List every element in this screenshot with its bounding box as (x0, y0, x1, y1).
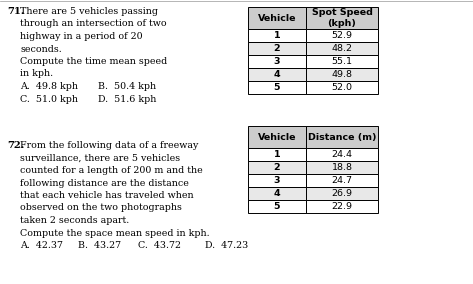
Text: B.  50.4 kph: B. 50.4 kph (98, 82, 156, 91)
Bar (306, 7, 378, 29)
Text: Vehicle: Vehicle (258, 14, 296, 22)
Text: 72.: 72. (7, 141, 24, 150)
Bar (248, 187, 306, 200)
Bar (248, 42, 306, 55)
Text: 4: 4 (274, 70, 280, 79)
Text: 49.8: 49.8 (332, 70, 352, 79)
Bar (306, 174, 378, 187)
Text: Compute the space mean speed in kph.: Compute the space mean speed in kph. (20, 229, 210, 237)
Text: 2: 2 (274, 163, 280, 172)
Bar (306, 68, 378, 81)
Text: There are 5 vehicles passing: There are 5 vehicles passing (20, 7, 158, 16)
Text: 1: 1 (274, 31, 280, 40)
Text: 18.8: 18.8 (332, 163, 352, 172)
Text: Distance (m): Distance (m) (308, 133, 376, 141)
Text: following distance are the distance: following distance are the distance (20, 179, 189, 187)
Text: 5: 5 (274, 83, 280, 92)
Bar (248, 68, 306, 81)
Bar (248, 174, 306, 187)
Text: 71.: 71. (7, 7, 25, 16)
Text: 3: 3 (274, 176, 280, 185)
Text: 55.1: 55.1 (332, 57, 352, 66)
Text: A.  49.8 kph: A. 49.8 kph (20, 82, 78, 91)
Text: A.  42.37: A. 42.37 (20, 241, 63, 250)
Text: seconds.: seconds. (20, 45, 62, 53)
Text: Spot Speed
(kph): Spot Speed (kph) (312, 8, 372, 28)
Text: 24.4: 24.4 (332, 150, 352, 159)
Text: 22.9: 22.9 (332, 202, 352, 211)
Text: observed on the two photographs: observed on the two photographs (20, 204, 182, 212)
Text: 52.9: 52.9 (332, 31, 352, 40)
Bar (306, 55, 378, 68)
Bar (306, 42, 378, 55)
Text: highway in a period of 20: highway in a period of 20 (20, 32, 143, 41)
Bar (306, 126, 378, 148)
Text: B.  43.27: B. 43.27 (78, 241, 121, 250)
Text: From the following data of a freeway: From the following data of a freeway (20, 141, 198, 150)
Bar (248, 161, 306, 174)
Bar (306, 81, 378, 94)
Bar (248, 29, 306, 42)
Text: 26.9: 26.9 (332, 189, 352, 198)
Text: 1: 1 (274, 150, 280, 159)
Text: 5: 5 (274, 202, 280, 211)
Text: D.  47.23: D. 47.23 (205, 241, 248, 250)
Text: D.  51.6 kph: D. 51.6 kph (98, 95, 157, 103)
Text: 3: 3 (274, 57, 280, 66)
Bar (306, 161, 378, 174)
Text: taken 2 seconds apart.: taken 2 seconds apart. (20, 216, 129, 225)
Bar (306, 200, 378, 213)
Text: C.  51.0 kph: C. 51.0 kph (20, 95, 78, 103)
Bar (248, 7, 306, 29)
Text: 24.7: 24.7 (332, 176, 352, 185)
Text: 2: 2 (274, 44, 280, 53)
Text: 48.2: 48.2 (332, 44, 352, 53)
Text: through an intersection of two: through an intersection of two (20, 20, 166, 28)
Bar (248, 200, 306, 213)
Text: that each vehicle has traveled when: that each vehicle has traveled when (20, 191, 193, 200)
Bar (248, 81, 306, 94)
Bar (248, 126, 306, 148)
Text: 4: 4 (274, 189, 280, 198)
Bar (306, 148, 378, 161)
Bar (248, 55, 306, 68)
Text: 52.0: 52.0 (332, 83, 352, 92)
Text: surveillance, there are 5 vehicles: surveillance, there are 5 vehicles (20, 153, 180, 162)
Bar (248, 148, 306, 161)
Text: counted for a length of 200 m and the: counted for a length of 200 m and the (20, 166, 203, 175)
Text: Vehicle: Vehicle (258, 133, 296, 141)
Bar (306, 187, 378, 200)
Text: in kph.: in kph. (20, 70, 53, 78)
Text: Compute the time mean speed: Compute the time mean speed (20, 57, 167, 66)
Bar (306, 29, 378, 42)
Text: C.  43.72: C. 43.72 (138, 241, 181, 250)
